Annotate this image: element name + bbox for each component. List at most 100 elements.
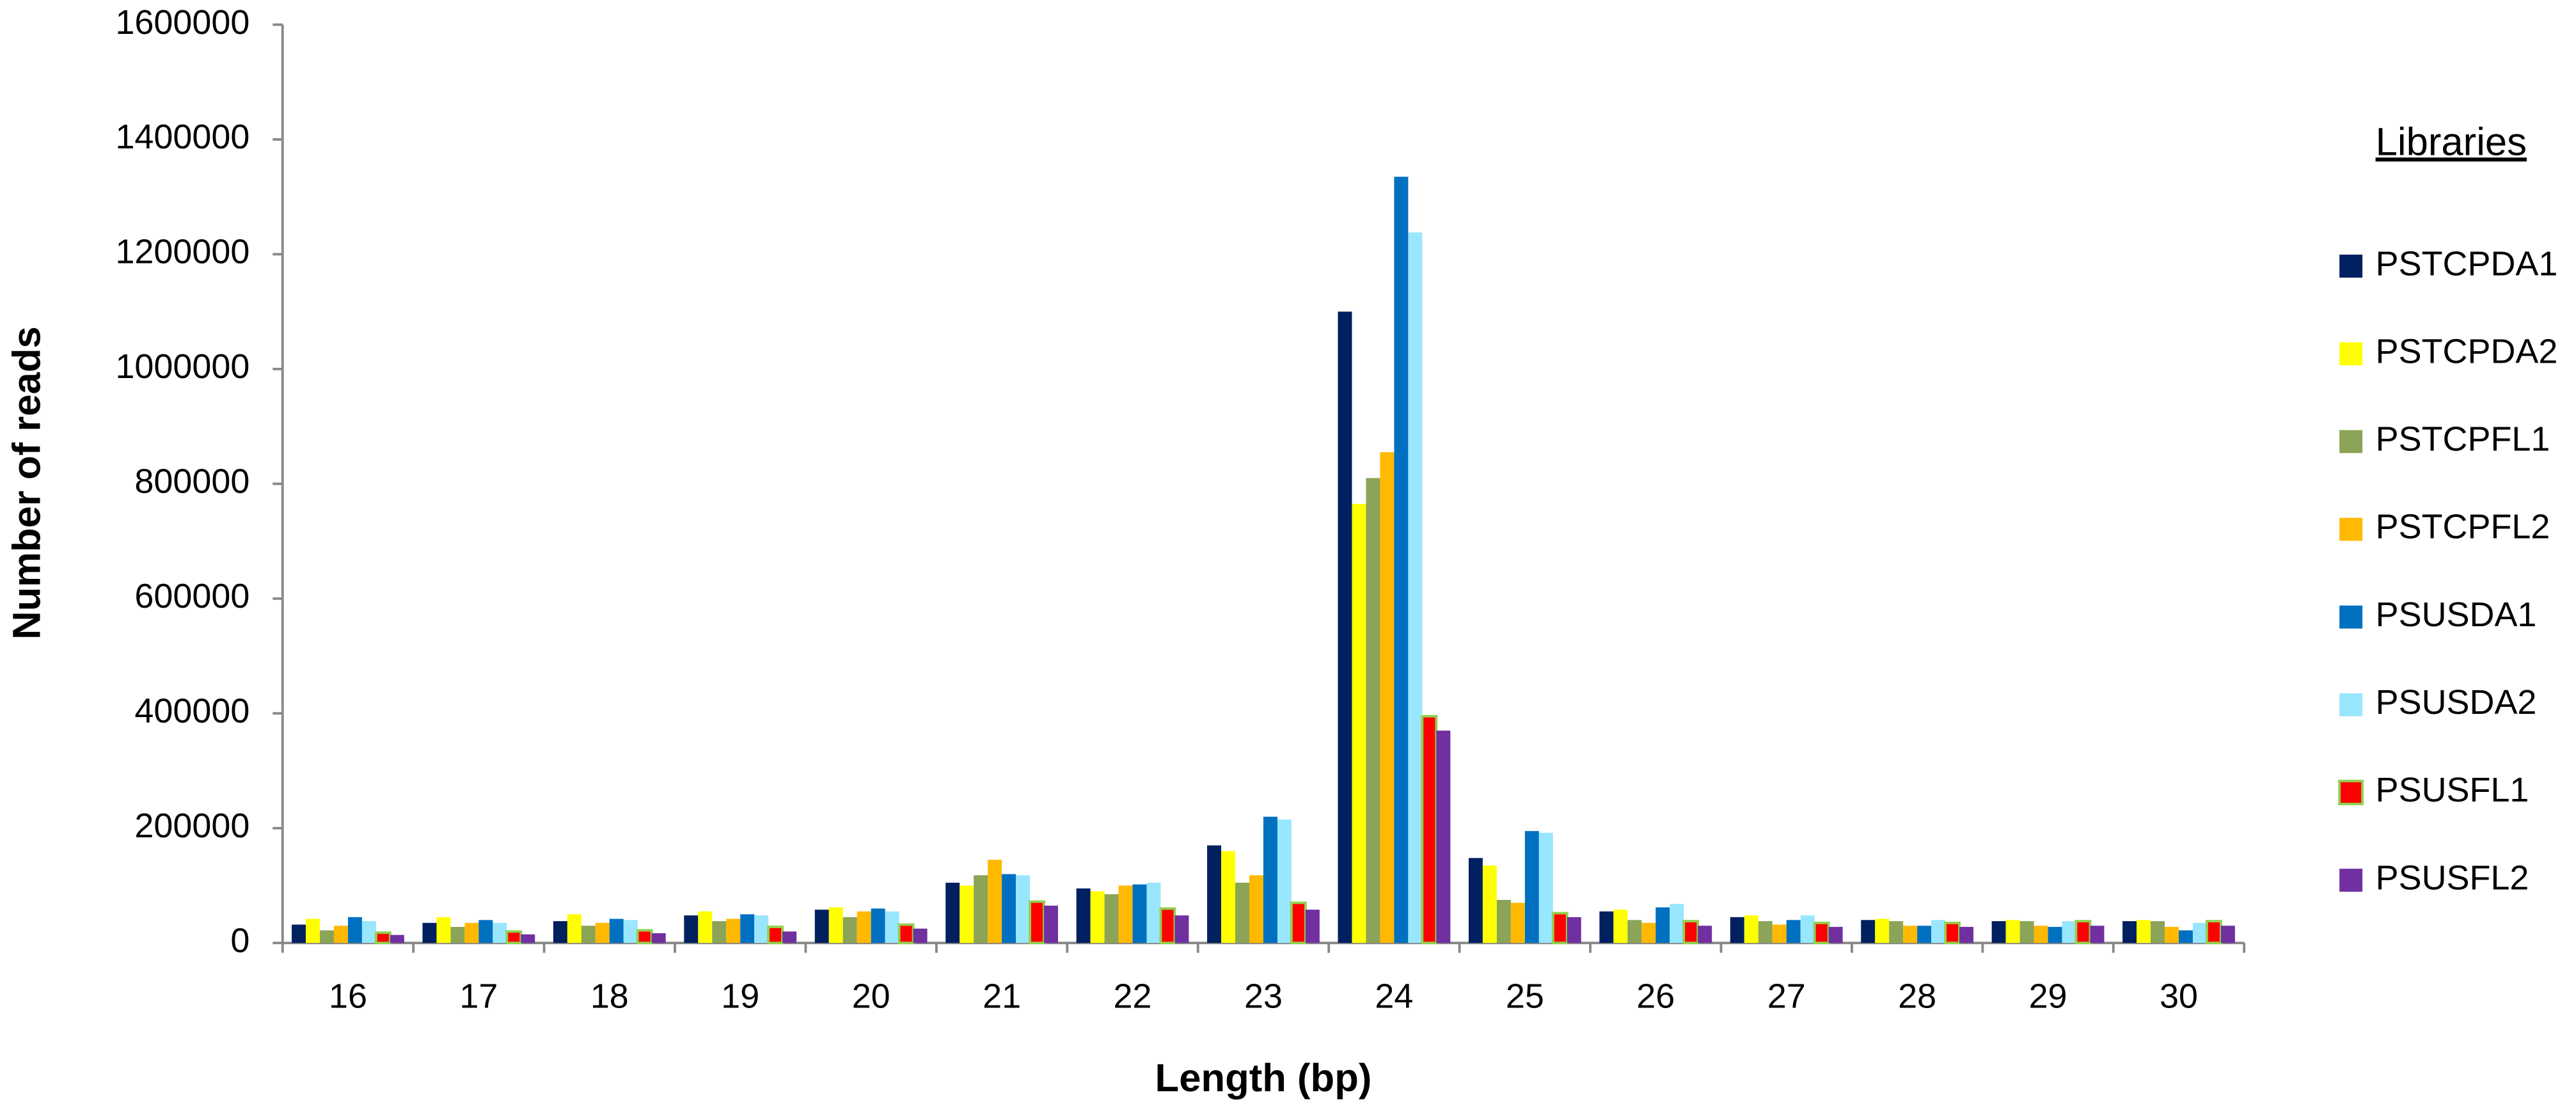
bar [1090,891,1105,943]
bar [2034,926,2048,943]
bar [436,917,451,943]
bar [767,926,784,945]
x-tick-label: 24 [1375,977,1413,1016]
bar [2178,930,2193,943]
bar [2192,922,2207,943]
legend-swatch [2339,517,2363,541]
legend-swatch [2339,255,2363,278]
bar [828,907,843,943]
bar [292,924,306,943]
bar [1104,894,1119,943]
y-tick-label: 800000 [134,462,249,501]
bar [1641,922,1656,943]
bar [1436,730,1451,943]
legend-label: PSUSFL2 [2376,858,2529,897]
bar [1889,921,1904,943]
x-tick-label: 20 [852,977,890,1016]
y-tick-label: 1400000 [115,118,249,156]
x-tick-label: 25 [1506,977,1544,1016]
bar [493,922,507,943]
bar [740,914,755,943]
bar [553,921,567,943]
bar [1305,910,1320,943]
bar [782,931,797,943]
legend-label: PSTCPDA1 [2376,244,2558,283]
bar [636,929,653,945]
legend-label: PSUSDA2 [2376,683,2537,722]
bar [1655,907,1670,943]
x-tick-label: 29 [2029,977,2067,1016]
bar [1421,714,1438,945]
legend-label: PSUSFL1 [2376,771,2529,809]
legend-label: PSTCPFL2 [2376,508,2550,546]
bar [1076,888,1091,943]
bar [390,935,404,943]
bar [1002,874,1016,943]
x-tick-label: 26 [1636,977,1675,1016]
bar [1394,177,1409,943]
x-tick-label: 21 [983,977,1021,1016]
bar [1044,905,1059,943]
bar [974,875,988,943]
legend-swatch [2339,430,2363,454]
bar [2220,926,2235,943]
bar [945,882,960,943]
x-tick-label: 19 [721,977,759,1016]
bar [1551,912,1569,945]
bar [1670,904,1684,943]
bar [567,914,581,943]
bar [1221,851,1236,943]
x-tick-label: 27 [1767,977,1806,1016]
bar [1146,882,1161,943]
bar [374,931,391,945]
y-tick-label: 600000 [134,577,249,615]
bar [1016,875,1031,943]
legend-swatch [2339,605,2363,629]
y-tick-label: 400000 [134,692,249,730]
bar [726,919,741,943]
bar [1132,884,1147,943]
bar [347,917,362,943]
bar [1698,926,1712,943]
bar [1380,452,1395,943]
bar [698,911,713,943]
bar [1159,907,1176,945]
x-axis-title: Length (bp) [1155,1056,1372,1100]
bar [2206,920,2222,945]
bar [478,920,493,943]
x-tick-label: 28 [1898,977,1936,1016]
bar [521,934,535,943]
bar [1496,899,1511,943]
bar [1758,921,1773,943]
bar [1627,920,1642,943]
bar [1235,882,1249,943]
bar [1800,915,1815,943]
bar [581,926,596,943]
bar [1744,915,1758,943]
bar [1772,924,1787,943]
bar [1249,875,1263,943]
bar [1174,915,1189,943]
bar [1813,921,1830,945]
bar [1352,503,1366,943]
bar [2062,921,2076,943]
bar [1730,917,1744,943]
bar [1786,920,1801,943]
bar [2122,921,2137,943]
y-tick-label: 1200000 [115,233,249,271]
bar [1118,885,1133,943]
legend-label: PSTCPFL1 [2376,420,2550,459]
bar [1468,858,1483,943]
legend-label: PSUSDA1 [2376,596,2537,634]
bar [651,933,666,943]
bar [1338,312,1352,943]
bar [333,926,348,943]
bar [2090,926,2105,943]
bar [1482,865,1497,943]
bar [754,915,769,943]
bar [422,922,437,943]
y-tick-label: 0 [230,921,249,959]
bar [595,922,610,943]
bar [1931,920,1946,943]
